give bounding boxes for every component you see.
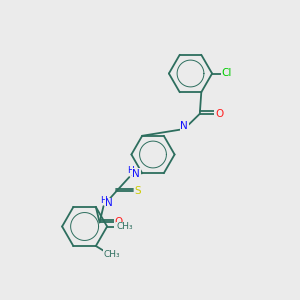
Text: O: O <box>215 109 223 119</box>
Text: N: N <box>180 121 188 131</box>
Text: N: N <box>105 198 113 208</box>
Text: CH₃: CH₃ <box>103 250 120 259</box>
Text: H: H <box>181 122 188 131</box>
Text: S: S <box>135 186 141 196</box>
Text: N: N <box>132 169 140 178</box>
Text: H: H <box>127 166 134 175</box>
Text: H: H <box>100 196 107 205</box>
Text: CH₃: CH₃ <box>117 222 134 231</box>
Text: O: O <box>115 218 123 227</box>
Text: Cl: Cl <box>222 68 232 79</box>
